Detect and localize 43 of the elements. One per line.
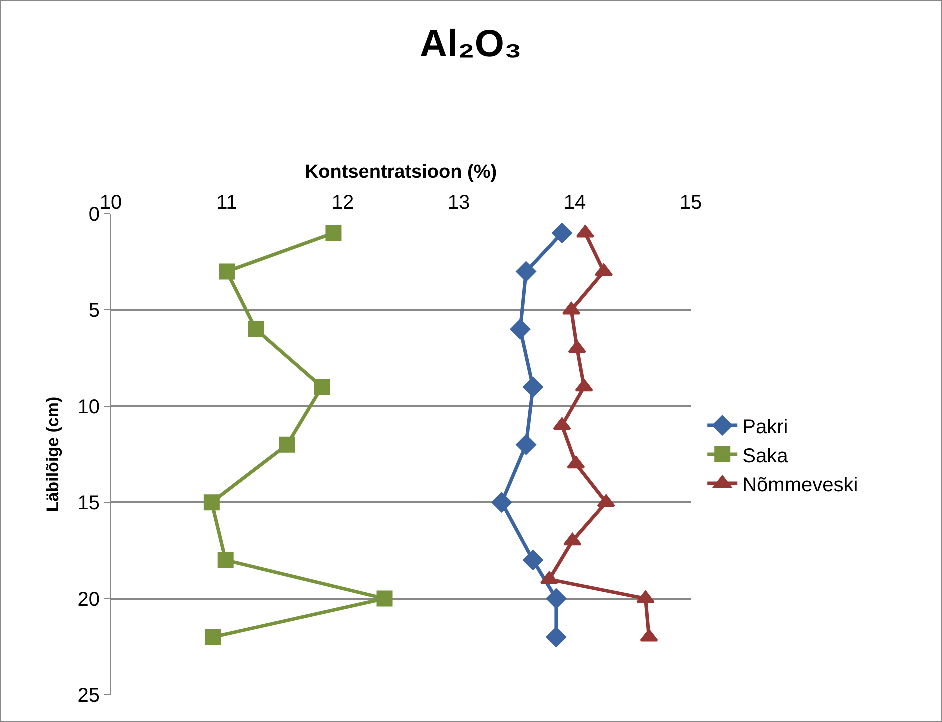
point <box>575 379 594 392</box>
point <box>248 321 264 338</box>
point <box>523 550 544 570</box>
point <box>279 436 296 453</box>
y-tick-label: 20 <box>78 588 100 611</box>
y-tick-label: 0 <box>88 204 100 226</box>
chart-title: Al₂O₃ <box>420 23 522 66</box>
x-tick-label: 12 <box>332 192 354 214</box>
point <box>567 456 586 469</box>
point <box>376 590 393 607</box>
y-tick-label: 25 <box>78 685 100 707</box>
point <box>204 494 220 511</box>
point <box>597 494 616 508</box>
y-axis-title: Läbilõige (cm) <box>43 396 62 512</box>
point <box>510 319 531 340</box>
x-tick-label: 14 <box>564 192 586 214</box>
point <box>546 588 567 609</box>
legend-label: Nõmmeveski <box>742 474 858 496</box>
legend-label: Saka <box>742 445 790 468</box>
point <box>523 377 544 398</box>
point <box>636 590 655 604</box>
y-tick-label: 5 <box>88 300 100 322</box>
x-tick-label: 13 <box>448 192 470 214</box>
point <box>552 223 572 244</box>
point <box>326 225 342 242</box>
y-tick-label: 10 <box>78 396 100 418</box>
point <box>516 434 536 455</box>
point <box>516 262 536 282</box>
point <box>218 552 234 568</box>
x-tick-label: 15 <box>680 192 702 214</box>
point <box>219 264 235 280</box>
point <box>492 492 512 513</box>
point <box>314 379 330 396</box>
point <box>553 418 572 430</box>
point <box>546 627 567 648</box>
x-axis-title: Kontsentratsioon (%) <box>304 162 498 183</box>
point <box>564 533 582 546</box>
point <box>640 629 658 642</box>
legend-label: Pakri <box>742 416 788 438</box>
y-tick-label: 15 <box>78 492 100 515</box>
x-tick-label: 11 <box>216 192 238 214</box>
point <box>205 629 222 646</box>
point <box>568 340 586 354</box>
